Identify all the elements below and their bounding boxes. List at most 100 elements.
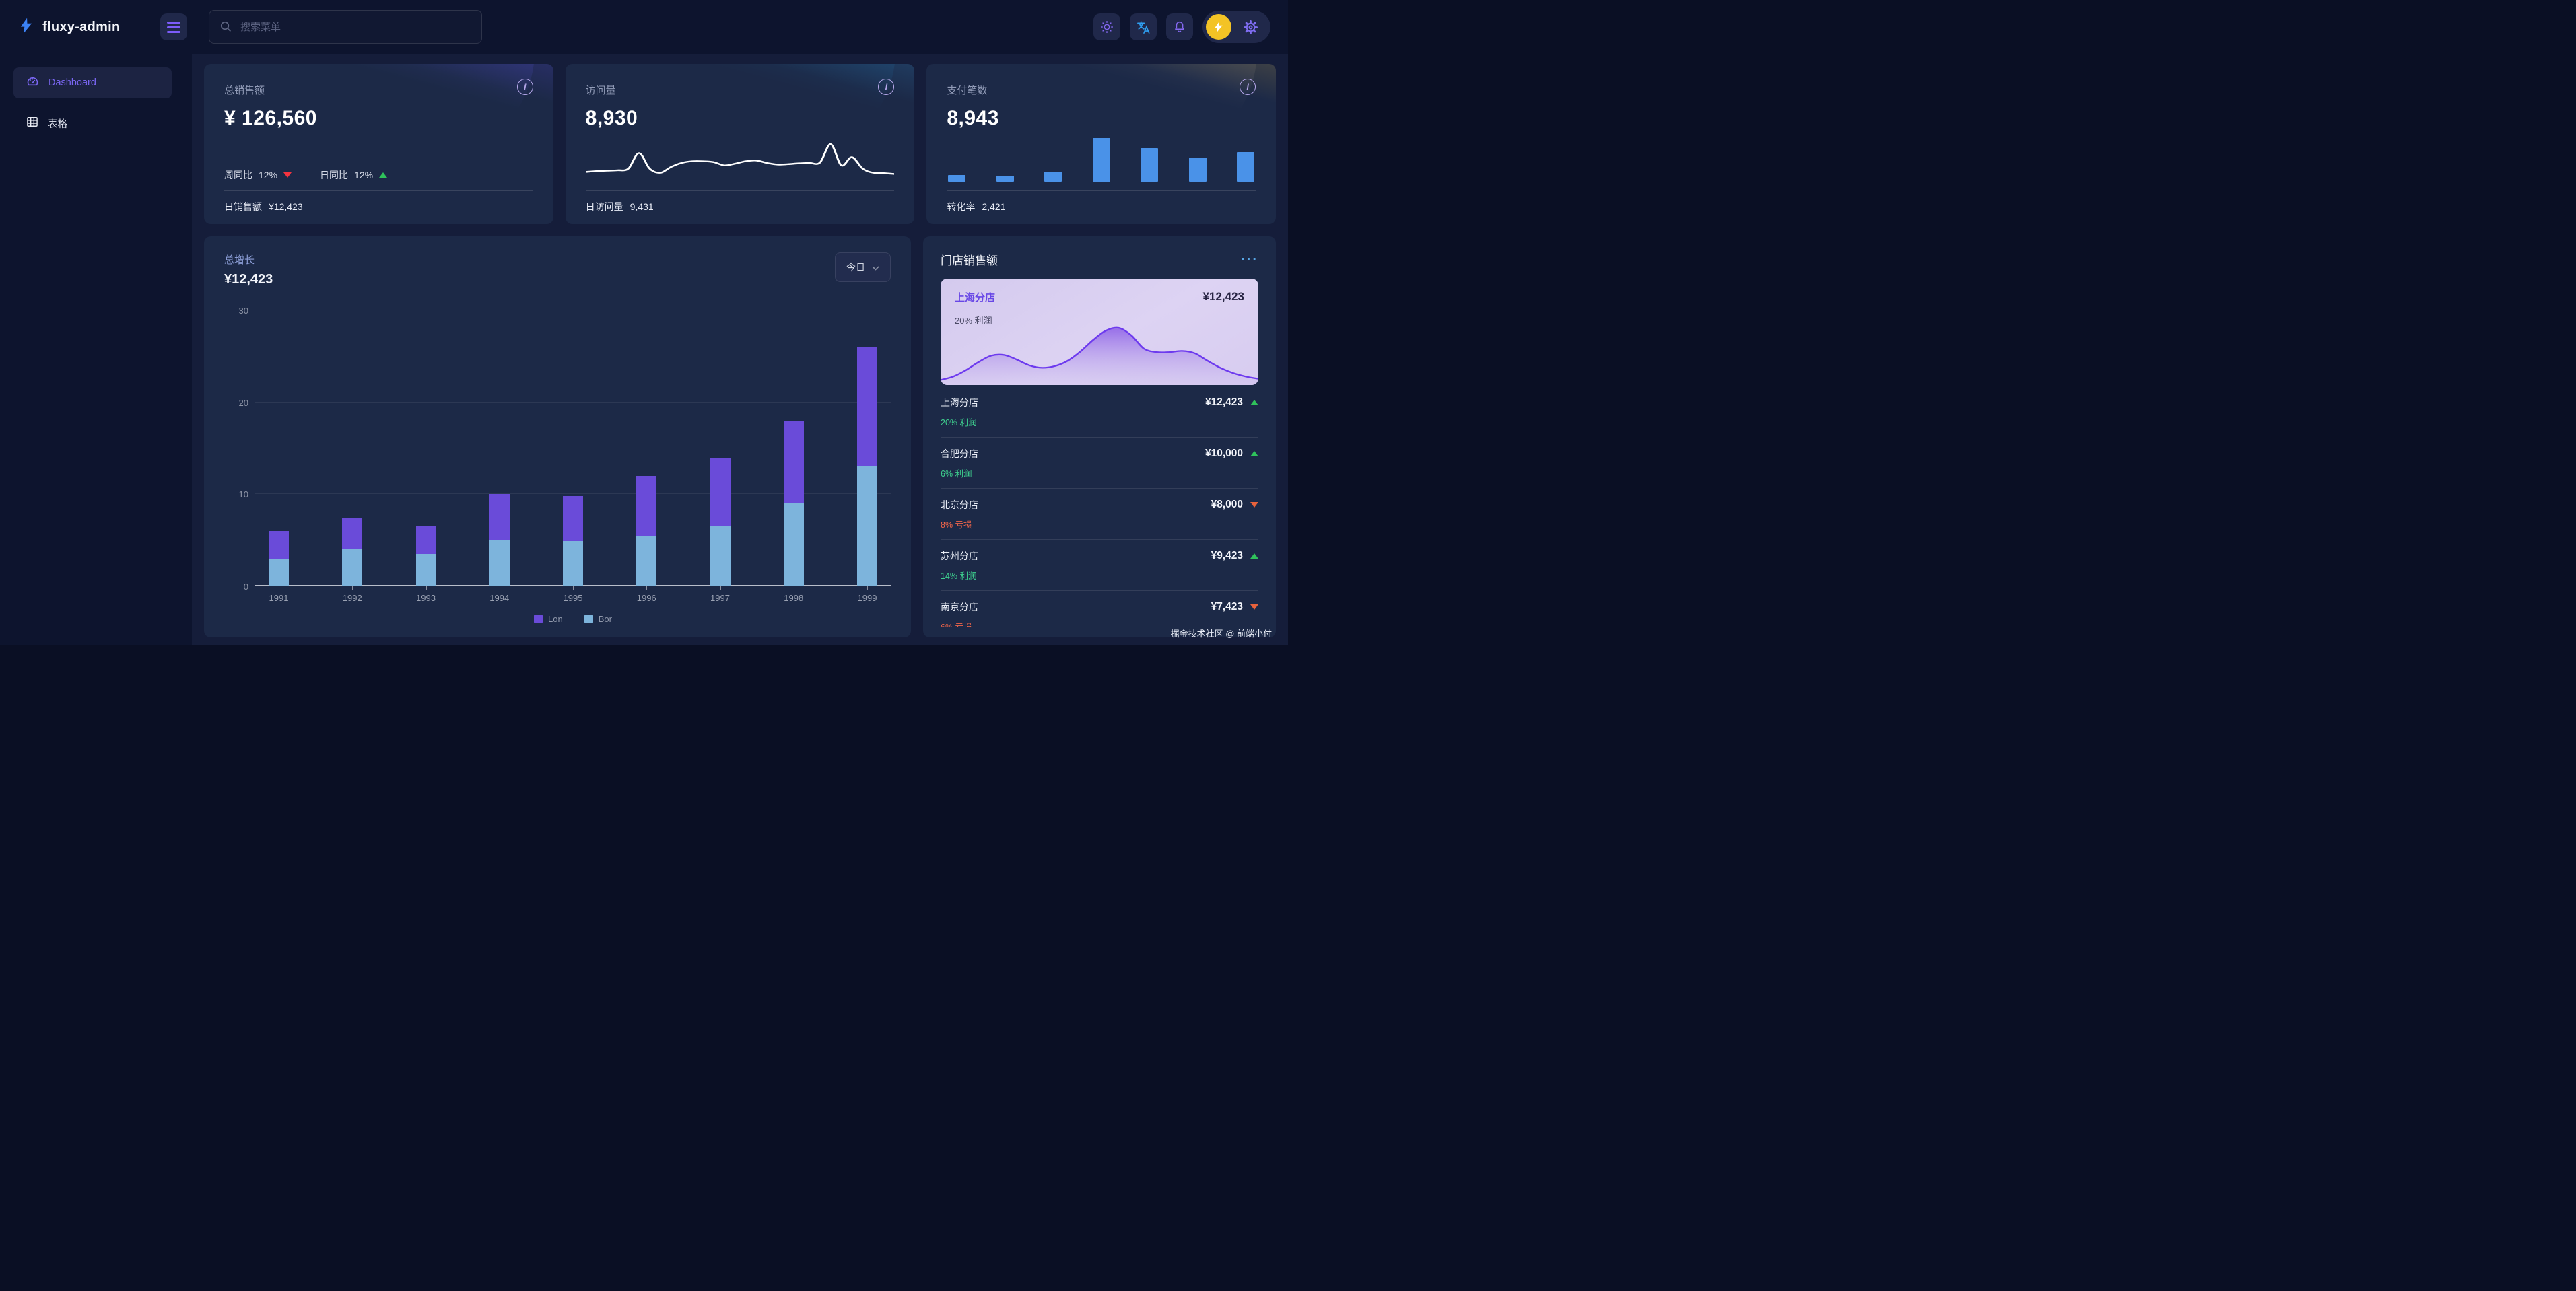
legend-item-Bor[interactable]: Bor [584,614,612,624]
search-input[interactable] [209,10,482,44]
store-name: 合肥分店 [941,448,978,459]
avatar[interactable] [1206,14,1231,40]
store-change: 14% 利润 [941,571,977,581]
store-value: ¥10,000 [1205,448,1243,459]
store-sales-card: 门店销售额 ··· 上海分店 ¥12,423 20% 利润 上海分店 ¥12,42… [923,236,1276,637]
footer-label: 日销售额 [224,201,262,212]
growth-x-axis: 1991 1992 1993 1994 1995 1996 1997 1998 1999 [255,586,891,603]
stacked-bar [857,347,877,587]
x-axis-label: 1998 [770,586,817,603]
payment-bar [1141,148,1159,182]
app-window: fluxy-admin [0,0,1288,646]
footer-label: 转化率 [947,201,976,212]
x-axis-label: 1993 [403,586,450,603]
total-sales-card: 总销售额 i ¥ 126,560 周同比 12% 日同比 12% [204,64,553,224]
bottom-row: 总增长 ¥12,423 今日 0 10 20 30 1991 1992 1993 1994 1… [204,236,1276,637]
store-change: 8% 亏损 [941,520,972,530]
info-icon[interactable]: i [516,79,533,95]
y-axis-label: 0 [243,582,248,592]
table-grid-icon [26,115,39,131]
card-title: 访问量 [585,85,616,96]
theme-sun-icon[interactable] [1093,13,1120,40]
visits-card: 访问量 i 8,930 日访问量 9,431 [565,64,915,224]
x-axis-label: 1999 [844,586,891,603]
store-row-上海分店[interactable]: 上海分店 ¥12,423 20% 利润 [941,386,1258,438]
highlight-store-name: 上海分店 [955,292,996,304]
payment-bar [1092,138,1110,182]
info-icon[interactable]: i [1240,79,1256,95]
highlight-area-chart [941,326,1258,385]
payment-bar [1044,171,1062,182]
arrow-up-icon [1250,400,1258,405]
store-row-南京分店[interactable]: 南京分店 ¥7,423 6% 亏损 [941,591,1258,627]
hamburger-menu-icon[interactable] [160,13,187,40]
translate-icon[interactable] [1130,13,1157,40]
info-icon[interactable]: i [878,79,895,95]
x-axis-label: 1994 [476,586,523,603]
page-credit: 掘金技术社区 @ 前端小付 [1170,629,1272,639]
sidebar-item-label: 表格 [48,118,67,130]
menu-search [209,10,482,44]
store-change: 6% 利润 [941,469,972,479]
card-title: 支付笔数 [947,85,988,96]
payments-bars [948,138,1254,182]
arrow-up-icon [1250,553,1258,559]
sidebar-item-label: Dashboard [48,77,96,88]
legend-item-Lon[interactable]: Lon [534,614,563,624]
chevron-down-icon [872,262,879,273]
stats-row: 总销售额 i ¥ 126,560 周同比 12% 日同比 12% [204,64,1276,224]
footer-value: ¥12,423 [269,201,303,212]
payments-value: 8,943 [947,107,999,129]
x-axis-label: 1996 [623,586,670,603]
payments-card: 支付笔数 i 8,943 转化率 2,421 [926,64,1276,224]
growth-plot: 0 10 20 30 [239,306,891,592]
payment-bar [996,176,1014,182]
stacked-bar [269,531,289,586]
gear-icon[interactable] [1242,19,1259,36]
payment-bar [1188,158,1207,182]
store-change: 20% 利润 [941,418,977,427]
payment-bar [948,175,966,182]
footer-value: 2,421 [982,201,1006,212]
bell-icon[interactable] [1166,13,1193,40]
stacked-bar [636,476,657,586]
store-highlight-card[interactable]: 上海分店 ¥12,423 20% 利润 [941,279,1258,385]
x-axis-label: 1997 [697,586,744,603]
visits-value: 8,930 [585,107,638,129]
store-row-合肥分店[interactable]: 合肥分店 ¥10,000 6% 利润 [941,438,1258,489]
app-title: fluxy-admin [42,19,121,34]
store-value: ¥8,000 [1211,499,1243,510]
y-axis-label: 10 [238,489,248,500]
dashboard-gauge-icon [26,75,40,92]
arrow-down-icon [283,172,292,178]
store-value: ¥9,423 [1211,550,1243,561]
header-actions [1093,11,1270,43]
arrow-down-icon [1250,604,1258,610]
arrow-down-icon [1250,502,1258,508]
stacked-bar [489,494,510,586]
store-name: 上海分店 [941,397,978,408]
store-row-北京分店[interactable]: 北京分店 ¥8,000 8% 亏损 [941,489,1258,540]
user-pill [1202,11,1270,43]
app-logo: fluxy-admin [18,17,160,38]
stacked-bar [710,457,731,586]
more-ellipsis-icon[interactable]: ··· [1241,252,1258,267]
date-range-dropdown[interactable]: 今日 [835,252,891,282]
store-list: 上海分店 ¥12,423 20% 利润 合肥分店 ¥10,000 6% 利润 北京分店 ¥8,… [941,386,1258,627]
growth-chart: 0 10 20 30 1991 1992 1993 1994 1995 1996 1997 1998… [224,306,891,624]
growth-title: 总增长 [224,254,255,266]
trend-value: 12% [354,170,374,180]
store-row-苏州分店[interactable]: 苏州分店 ¥9,423 14% 利润 [941,540,1258,591]
sidebar-item-dashboard[interactable]: Dashboard [13,67,172,98]
stacked-bar [415,526,436,586]
x-axis-label: 1992 [329,586,376,603]
growth-value: ¥12,423 [224,272,273,287]
sidebar: Dashboard 表格 [0,54,192,646]
arrow-up-icon [379,172,388,178]
stores-title: 门店销售额 [941,254,998,267]
y-axis-label: 20 [238,397,248,408]
growth-legend: Lon Bor [255,614,891,624]
store-change: 6% 亏损 [941,620,1258,627]
main-content: 总销售额 i ¥ 126,560 周同比 12% 日同比 12% [192,54,1288,646]
sidebar-item-table[interactable]: 表格 [13,108,172,139]
